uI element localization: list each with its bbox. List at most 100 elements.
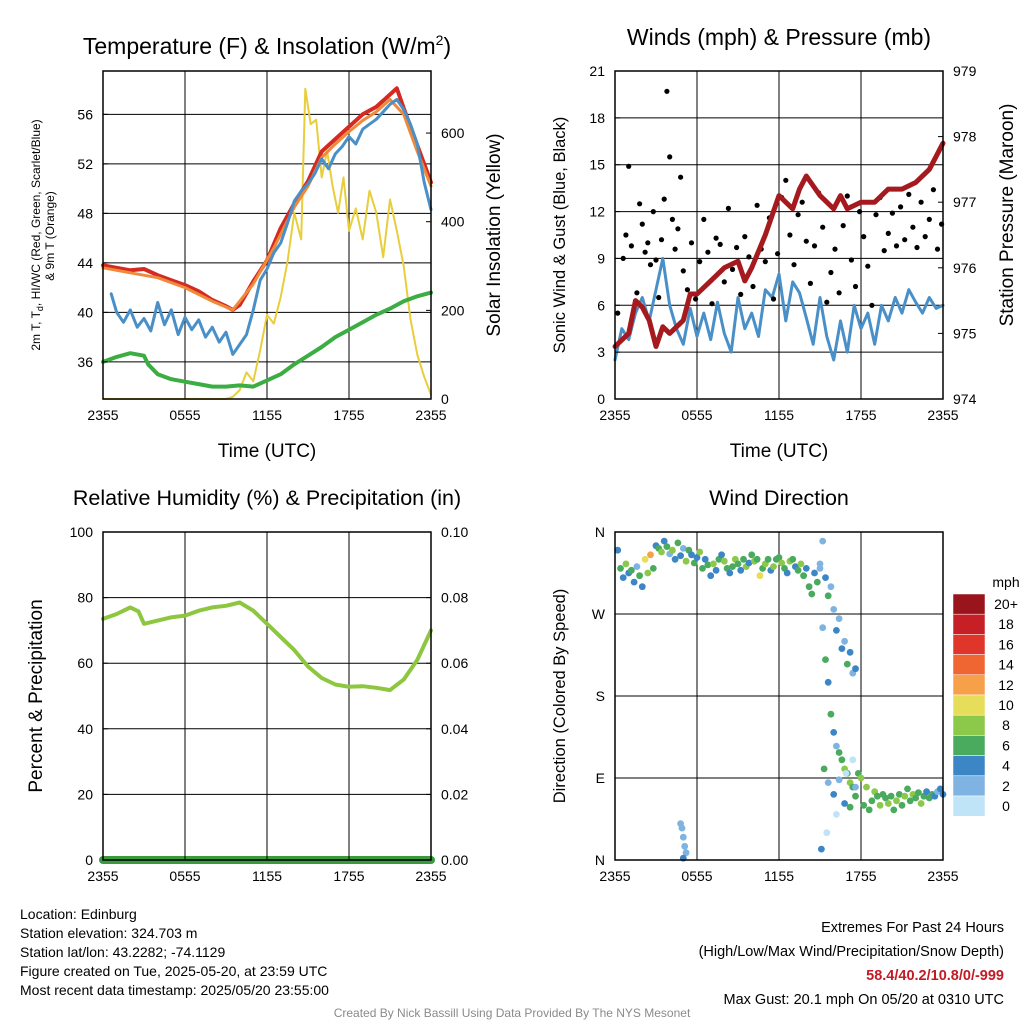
direction-point xyxy=(688,551,695,559)
x-tick-label: 1755 xyxy=(845,407,876,423)
gust-point xyxy=(934,246,941,252)
x-tick-label: 1155 xyxy=(252,407,282,423)
legend-label: 20+ xyxy=(994,596,1018,612)
gust-point xyxy=(852,283,859,290)
direction-point xyxy=(704,561,712,569)
legend-swatch xyxy=(952,674,986,696)
direction-point xyxy=(835,615,843,622)
y-tick-label: 0 xyxy=(85,852,93,868)
direction-point xyxy=(789,555,797,563)
gust-point xyxy=(918,199,924,205)
x-tick-label: 1755 xyxy=(333,868,364,884)
direction-point xyxy=(797,560,805,568)
gust-point xyxy=(787,232,793,238)
direction-point xyxy=(671,555,679,563)
direction-point xyxy=(827,583,835,591)
y-tick-label: 18 xyxy=(589,110,605,126)
legend-swatch xyxy=(952,755,986,777)
x-tick-label: 0555 xyxy=(681,868,712,884)
legend-label: 0 xyxy=(1002,798,1010,814)
direction-point xyxy=(857,774,865,782)
direction-tick-label: S xyxy=(596,688,605,704)
y-tick-label: 60 xyxy=(77,655,93,671)
direction-point xyxy=(863,783,870,791)
direction-point xyxy=(756,572,764,580)
gust-point xyxy=(658,237,665,243)
direction-point xyxy=(912,794,920,802)
gust-point xyxy=(828,269,834,276)
gust-point xyxy=(820,224,826,230)
direction-point xyxy=(669,546,676,554)
temperature-series-1 xyxy=(102,87,432,400)
gust-point xyxy=(615,310,621,316)
direction-point xyxy=(778,559,786,567)
y2-tick-label: 0.04 xyxy=(441,721,468,737)
gust-point xyxy=(705,249,711,255)
direction-point xyxy=(816,565,824,572)
legend-swatch xyxy=(952,634,986,655)
direction-tick-label: W xyxy=(592,606,606,622)
direction-point xyxy=(823,829,831,837)
y-tick-label: 56 xyxy=(77,106,93,122)
gust-point xyxy=(750,283,756,290)
gust-point xyxy=(717,241,723,247)
direction-point xyxy=(679,833,687,841)
direction-point xyxy=(622,560,630,568)
direction-point xyxy=(699,565,706,572)
gust-point xyxy=(642,249,648,255)
legend-label: 16 xyxy=(998,636,1014,652)
direction-point xyxy=(833,627,840,634)
legend-title: mph xyxy=(992,574,1019,590)
pressure-series xyxy=(612,140,946,349)
legend-label: 18 xyxy=(998,616,1014,632)
gust-point xyxy=(647,262,654,268)
y-tick-label: 9 xyxy=(597,250,605,266)
gust-point xyxy=(653,257,659,263)
legend-label: 10 xyxy=(998,697,1014,713)
gust-point xyxy=(637,201,643,207)
gust-point xyxy=(869,302,875,308)
y-tick-label: 44 xyxy=(77,255,93,271)
direction-point xyxy=(734,560,742,568)
direction-point xyxy=(718,551,725,559)
gust-point xyxy=(824,299,830,305)
gust-point xyxy=(688,240,695,246)
direction-point xyxy=(824,592,832,600)
x-tick-label: 2355 xyxy=(415,407,446,423)
legend-label: 8 xyxy=(1002,717,1010,733)
direction-point xyxy=(811,569,818,577)
gust-point xyxy=(861,234,867,240)
x-tick-label: 0555 xyxy=(169,868,200,884)
direction-tick-label: N xyxy=(595,524,605,540)
x-axis-label: Time (UTC) xyxy=(730,441,829,462)
gust-point xyxy=(865,263,871,269)
legend-swatch xyxy=(952,654,986,676)
y-tick-label: 6 xyxy=(597,297,605,313)
gust-point xyxy=(803,238,809,244)
direction-point xyxy=(764,555,772,563)
y2-tick-label: 0.08 xyxy=(441,590,468,606)
direction-point xyxy=(644,569,652,577)
y-tick-label: 52 xyxy=(77,156,93,172)
gust-point xyxy=(639,221,645,227)
y-axis-label-line2: & 9m T (Orange) xyxy=(43,191,57,281)
extremes-heading: Extremes For Past 24 Hours xyxy=(821,920,1004,936)
direction-point xyxy=(770,563,777,570)
legend-label: 4 xyxy=(1002,758,1010,774)
direction-point xyxy=(617,565,624,572)
x-tick-label: 1755 xyxy=(333,407,364,423)
direction-point xyxy=(838,756,846,764)
panel-1 xyxy=(184,71,350,399)
direction-point xyxy=(822,656,829,663)
y-tick-label: 12 xyxy=(589,204,605,220)
direction-point xyxy=(674,539,682,547)
panel-2 xyxy=(696,71,862,399)
direction-point xyxy=(849,756,857,764)
gust-point xyxy=(664,88,670,94)
direction-point xyxy=(682,849,690,857)
direction-point xyxy=(874,792,881,800)
direction-point xyxy=(802,565,810,572)
y-tick-label: 36 xyxy=(77,354,93,370)
direction-point xyxy=(633,563,641,570)
